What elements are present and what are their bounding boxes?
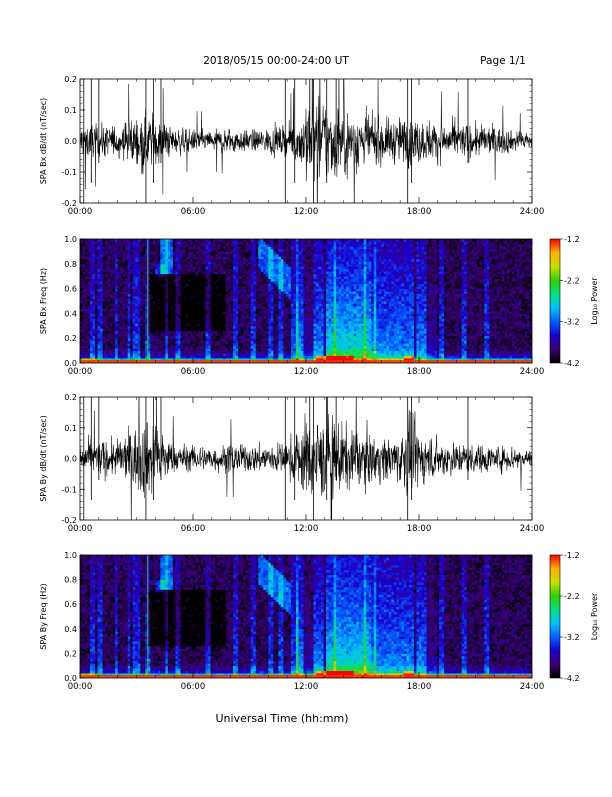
x-tick-label: 06:00: [181, 524, 206, 534]
y-tick-label: 0.6: [64, 285, 77, 294]
y-tick-label: 0.8: [64, 576, 77, 585]
y-tick-label: 0.0: [64, 137, 77, 146]
x-tick-label: 24:00: [520, 682, 545, 692]
colorbar-tick-label: -3.2: [564, 318, 580, 327]
colorbar-label: Log₁₀ Power: [590, 277, 599, 325]
x-tick-label: 12:00: [294, 682, 319, 692]
colorbar-2: -1.2 -2.2 -3.2 -4.2 Log₁₀ Power: [550, 235, 599, 368]
x-tick-label: 18:00: [407, 524, 432, 534]
colorbar-4: -1.2 -2.2 -3.2 -4.2 Log₁₀ Power: [550, 551, 599, 683]
page-number: Page 1/1: [480, 55, 526, 67]
x-tick-label: 24:00: [520, 207, 545, 217]
x-axis-label: Universal Time (hh:mm): [216, 712, 349, 725]
x-tick-label: 18:00: [407, 207, 432, 217]
x-tick-label: 00:00: [68, 524, 93, 534]
colorbar-tick-label: -4.2: [564, 359, 580, 368]
y-tick-label: 0.1: [64, 424, 77, 433]
colorbar-tick-label: -3.2: [564, 633, 580, 642]
y-tick-label: 0.4: [64, 625, 77, 634]
x-tick-label: 00:00: [68, 207, 93, 217]
colorbar-tick-label: -2.2: [564, 592, 580, 601]
y-tick-label: 0.2: [64, 334, 77, 343]
figure-title: 2018/05/15 00:00-24:00 UT: [203, 55, 349, 67]
y-axis-label: SPA Bx dB/dt (nT/sec): [39, 98, 48, 185]
colorbar-tick-label: -1.2: [564, 551, 580, 560]
x-tick-label: 06:00: [181, 207, 206, 217]
x-tick-label: 18:00: [407, 682, 432, 692]
y-axis-label: SPA By dB/dt (nT/sec): [39, 415, 48, 502]
spectrogram-image: [80, 555, 532, 678]
x-tick-label: 12:00: [294, 207, 319, 217]
x-tick-label: 12:00: [294, 367, 319, 377]
x-tick-label: 06:00: [181, 682, 206, 692]
y-tick-label: 0.2: [64, 649, 77, 658]
colorbar-tick-label: -4.2: [564, 674, 580, 683]
colorbar-tick-label: -2.2: [564, 276, 580, 285]
x-tick-label: 24:00: [520, 524, 545, 534]
x-tick-label: 06:00: [181, 367, 206, 377]
y-tick-label: -0.1: [61, 168, 77, 177]
x-tick-label: 00:00: [68, 682, 93, 692]
y-axis-label: SPA Bx Freq (Hz): [39, 268, 48, 334]
y-tick-label: 0.1: [64, 106, 77, 115]
y-tick-label: 0.2: [64, 75, 77, 84]
y-tick-label: 0.0: [64, 455, 77, 464]
colorbar-label: Log₁₀ Power: [590, 592, 599, 640]
y-tick-label: -0.1: [61, 485, 77, 494]
y-tick-label: 0.8: [64, 260, 77, 269]
colorbar-tick-label: -1.2: [564, 235, 580, 244]
y-tick-label: 1.0: [64, 551, 77, 560]
x-tick-label: 24:00: [520, 367, 545, 377]
x-tick-label: 12:00: [294, 524, 319, 534]
y-axis-label: SPA By Freq (Hz): [39, 583, 48, 649]
y-tick-label: 0.2: [64, 393, 77, 402]
y-tick-label: 0.6: [64, 600, 77, 609]
x-tick-label: 18:00: [407, 367, 432, 377]
spectrogram-image: [80, 239, 532, 363]
y-tick-label: 0.4: [64, 309, 77, 318]
y-tick-label: 1.0: [64, 235, 77, 244]
x-tick-label: 00:00: [68, 367, 93, 377]
